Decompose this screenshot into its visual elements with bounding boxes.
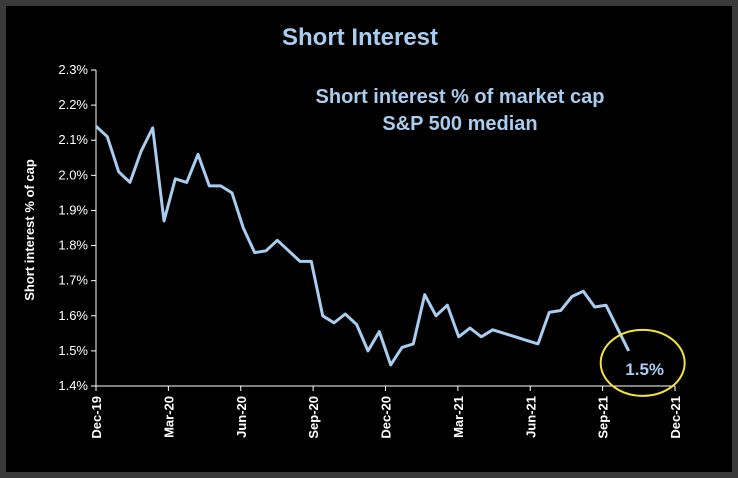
y-tick-label: 2.0% <box>58 167 88 182</box>
y-axis-label: Short interest % of cap <box>22 159 37 301</box>
y-tick-label: 2.1% <box>58 132 88 147</box>
x-tick-label: Dec-19 <box>89 396 104 439</box>
y-tick-label: 1.4% <box>58 378 88 393</box>
y-tick-label: 1.6% <box>58 308 88 323</box>
x-tick-label: Sep-21 <box>596 396 611 439</box>
x-tick-label: Sep-20 <box>306 396 321 439</box>
series-line <box>94 125 631 367</box>
x-tick-label: Mar-21 <box>451 396 466 438</box>
x-tick-label: Mar-20 <box>161 396 176 438</box>
annotation-label: 1.5% <box>625 360 664 379</box>
y-axis-ticks: 1.4% 1.5% 1.6% 1.7% 1.8% 1.9% 2.0% 2.1% 2.2% 2.3% <box>58 62 96 393</box>
x-tick-label: Dec-21 <box>668 396 683 439</box>
y-tick-label: 1.5% <box>58 343 88 358</box>
y-tick-label: 1.7% <box>58 273 88 288</box>
x-tick-label: Jun-20 <box>234 396 249 438</box>
chart-subtitle-line1: Short interest % of market cap <box>316 86 605 108</box>
chart-title: Short Interest <box>282 24 438 51</box>
x-tick-label: Jun-21 <box>523 396 538 438</box>
y-tick-label: 2.3% <box>58 62 88 77</box>
highlight-circle <box>599 328 686 397</box>
y-tick-label: 1.9% <box>58 202 88 217</box>
x-tick-label: Dec-20 <box>379 396 394 439</box>
y-tick-label: 1.8% <box>58 238 88 253</box>
x-axis-ticks: Dec-19 Mar-20 Jun-20 Sep-20 Dec-20 Mar-21 Jun-… <box>89 386 683 439</box>
y-tick-label: 2.2% <box>58 97 88 112</box>
chart-subtitle-line2: S&P 500 median <box>382 113 537 135</box>
